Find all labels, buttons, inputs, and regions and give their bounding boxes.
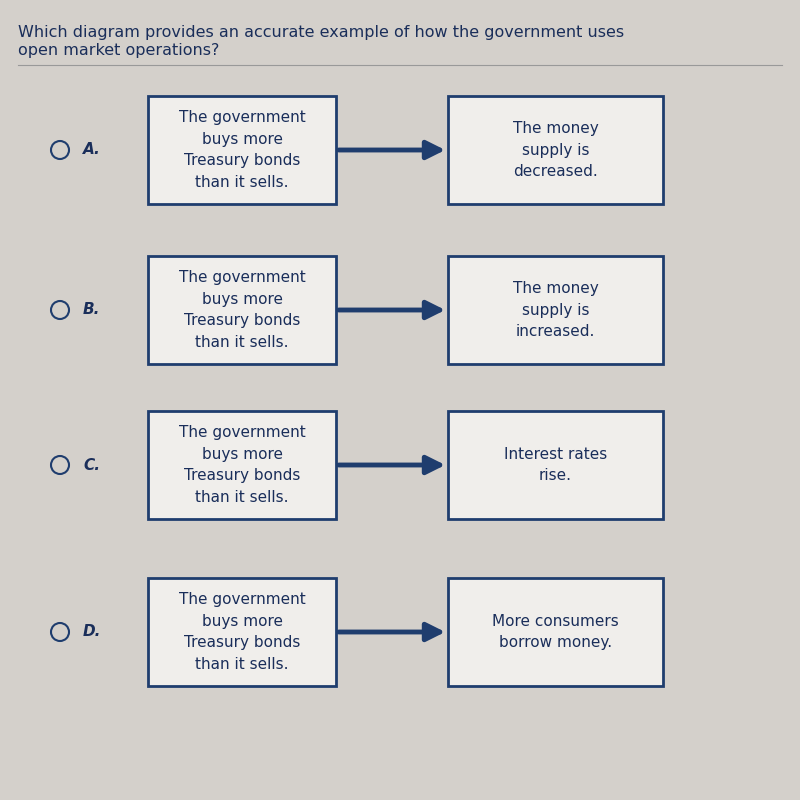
FancyBboxPatch shape	[148, 578, 336, 686]
Text: More consumers
borrow money.: More consumers borrow money.	[492, 614, 619, 650]
FancyBboxPatch shape	[448, 578, 663, 686]
FancyBboxPatch shape	[148, 96, 336, 204]
FancyBboxPatch shape	[448, 96, 663, 204]
Text: The government
buys more
Treasury bonds
than it sells.: The government buys more Treasury bonds …	[178, 110, 306, 190]
Text: Interest rates
rise.: Interest rates rise.	[504, 446, 607, 483]
Circle shape	[51, 301, 69, 319]
FancyBboxPatch shape	[148, 256, 336, 364]
Text: The government
buys more
Treasury bonds
than it sells.: The government buys more Treasury bonds …	[178, 425, 306, 505]
FancyBboxPatch shape	[448, 256, 663, 364]
Text: A.: A.	[83, 142, 101, 158]
Text: The money
supply is
decreased.: The money supply is decreased.	[513, 121, 598, 179]
Circle shape	[51, 456, 69, 474]
Text: open market operations?: open market operations?	[18, 43, 219, 58]
Text: The government
buys more
Treasury bonds
than it sells.: The government buys more Treasury bonds …	[178, 270, 306, 350]
Text: The government
buys more
Treasury bonds
than it sells.: The government buys more Treasury bonds …	[178, 592, 306, 672]
Text: C.: C.	[83, 458, 100, 473]
Circle shape	[51, 141, 69, 159]
Text: Which diagram provides an accurate example of how the government uses: Which diagram provides an accurate examp…	[18, 25, 624, 40]
Text: B.: B.	[83, 302, 100, 318]
Text: D.: D.	[83, 625, 102, 639]
Text: The money
supply is
increased.: The money supply is increased.	[513, 281, 598, 339]
Circle shape	[51, 623, 69, 641]
FancyBboxPatch shape	[148, 411, 336, 519]
FancyBboxPatch shape	[448, 411, 663, 519]
